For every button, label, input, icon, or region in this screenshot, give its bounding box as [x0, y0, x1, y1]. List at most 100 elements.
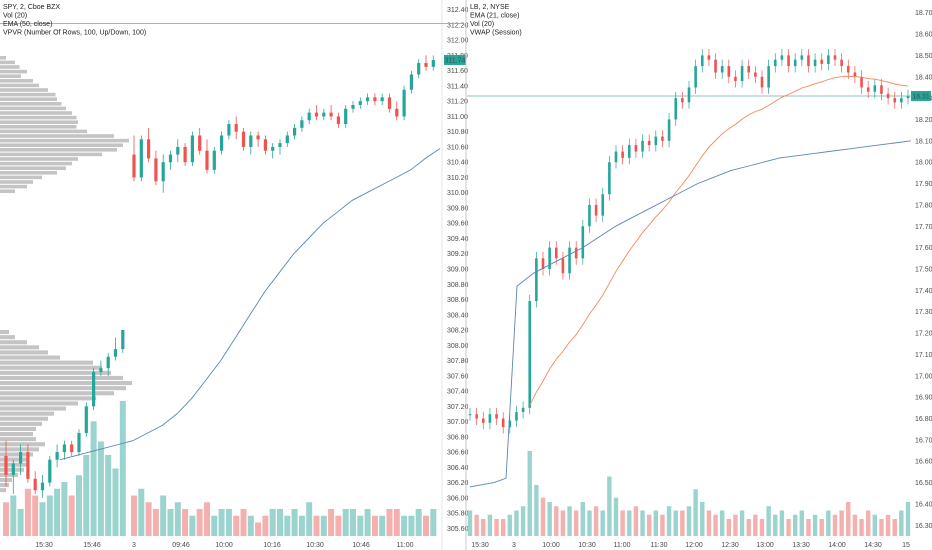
lb-chart-panel[interactable]: 18.7018.6018.5018.4018.3018.2018.1018.00… — [467, 4, 932, 549]
candle-body — [787, 55, 790, 67]
volume-profile-bar — [0, 125, 77, 129]
y-tick-label: 307.20 — [447, 404, 469, 411]
candle-body — [77, 433, 81, 453]
volume-bar — [773, 514, 778, 536]
volume-profile-bar — [0, 472, 18, 477]
x-tick-label: 10:30 — [578, 542, 596, 549]
y-tick-label: 306.20 — [447, 480, 469, 487]
volume-bar — [233, 515, 240, 536]
candle-body — [293, 127, 297, 136]
y-tick-label: 310.00 — [447, 190, 469, 197]
candle-body — [4, 455, 8, 475]
candle-body — [227, 124, 231, 136]
volume-bar — [799, 510, 805, 536]
volume-bar — [467, 510, 473, 536]
volume-bar — [320, 515, 327, 536]
candle-body — [893, 98, 897, 103]
volume-profile-bar — [0, 442, 45, 447]
candle-body — [634, 145, 638, 152]
volume-bar — [196, 509, 203, 536]
candle-body — [866, 87, 870, 92]
x-tick-label: 12:00 — [685, 542, 703, 549]
candle-body — [827, 55, 830, 64]
volume-bar — [593, 506, 599, 536]
candle-body — [760, 76, 764, 88]
volume-bar — [269, 509, 276, 536]
indicator-legend-line: EMA (21, close) — [470, 13, 519, 20]
spy-chart-panel[interactable]: 312.40312.20312.00311.80311.60311.40311.… — [0, 0, 469, 550]
volume-bar — [211, 515, 218, 536]
y-tick-label: 18.00 — [915, 160, 932, 167]
volume-profile-bar — [0, 401, 78, 406]
volume-profile-bar — [0, 452, 33, 457]
y-tick-label: 312.00 — [447, 38, 469, 45]
y-tick-label: 305.80 — [447, 511, 469, 518]
y-tick-label: 16.50 — [915, 480, 932, 487]
last-price-tag — [911, 90, 931, 101]
volume-bar — [846, 502, 851, 536]
volume-bar — [879, 519, 884, 536]
x-tick-label: 09:46 — [172, 542, 190, 549]
candle-body — [568, 247, 571, 274]
volume-bar — [160, 495, 167, 536]
candle-body — [241, 131, 246, 147]
candle-body — [554, 247, 558, 259]
ema-line — [59, 148, 441, 461]
candle-body — [508, 420, 512, 428]
x-tick-label: 10:00 — [215, 542, 233, 549]
indicator-legend-line: LB, 2, NYSE — [470, 4, 510, 11]
volume-bar — [633, 506, 639, 536]
candle-body — [588, 204, 591, 227]
y-tick-label: 306.40 — [447, 465, 469, 472]
volume-profile-bar — [0, 406, 66, 411]
x-tick-label: 14:30 — [864, 542, 882, 549]
volume-bar — [686, 506, 692, 536]
y-tick-label: 309.80 — [447, 205, 469, 212]
y-tick-label: 309.00 — [447, 267, 469, 274]
x-tick-label: 14:00 — [828, 542, 846, 549]
candle-body — [820, 59, 824, 64]
candle-body — [687, 87, 691, 103]
y-tick-label: 310.20 — [447, 175, 469, 182]
volume-bar — [24, 488, 31, 536]
volume-bar — [892, 519, 897, 536]
volume-bar — [786, 519, 791, 536]
y-tick-label: 18.40 — [915, 74, 932, 81]
volume-profile-bar — [0, 152, 102, 157]
candle-body — [19, 452, 23, 464]
candle-body — [793, 59, 797, 67]
y-tick-label: 310.60 — [447, 144, 469, 151]
volume-bar — [247, 515, 254, 536]
candle-body — [601, 194, 605, 216]
candle-body — [387, 97, 392, 109]
x-tick-label: 15:46 — [83, 542, 101, 549]
volume-profile-bar — [0, 175, 42, 180]
volume-profile-bar — [0, 375, 123, 380]
volume-profile-bar — [0, 138, 129, 143]
y-tick-label: 312.20 — [447, 22, 469, 29]
volume-bar — [587, 510, 592, 536]
volume-profile-bar — [0, 184, 27, 189]
last-price-tag — [444, 54, 466, 65]
volume-bar — [527, 451, 532, 536]
volume-bar — [145, 502, 152, 536]
volume-bar — [277, 509, 283, 536]
volume-bar — [364, 509, 371, 536]
candle-body — [734, 76, 737, 82]
volume-bar — [713, 514, 718, 536]
y-tick-label: 308.00 — [447, 343, 469, 350]
candle-body — [285, 135, 289, 144]
volume-bar — [766, 506, 771, 536]
volume-bar — [520, 506, 526, 536]
candle-body — [681, 98, 684, 103]
volume-bar — [17, 509, 24, 536]
volume-bar — [746, 519, 751, 536]
y-tick-label: 312.40 — [447, 7, 469, 14]
volume-profile-bar — [0, 391, 114, 396]
volume-bar — [218, 509, 225, 536]
volume-bar — [865, 510, 871, 536]
volume-profile-bar — [0, 115, 77, 120]
volume-profile-bar — [0, 335, 15, 340]
volume-profile-bar — [0, 134, 114, 138]
volume-profile-bar — [0, 426, 36, 431]
